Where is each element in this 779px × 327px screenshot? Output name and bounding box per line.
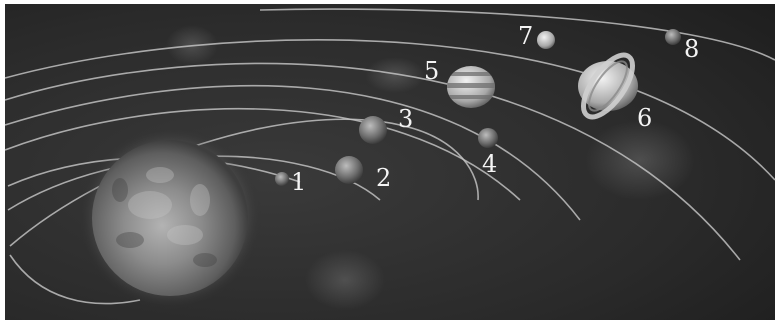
- planet-label-8: 8: [684, 35, 699, 63]
- planet-2-venus: [335, 156, 363, 184]
- planet-number-labels: 1 2 3 4 5 6 7 8: [291, 22, 699, 196]
- planet-label-1: 1: [291, 168, 306, 196]
- planet-label-4: 4: [482, 150, 497, 178]
- planet-7-uranus: [537, 31, 555, 49]
- planet-5-jupiter: [447, 66, 495, 108]
- planet-6-saturn: [578, 52, 638, 120]
- planet-label-5: 5: [424, 57, 439, 85]
- sun: [78, 126, 262, 310]
- planet-label-2: 2: [376, 164, 391, 192]
- planet-4-mars: [478, 128, 498, 148]
- planet-label-6: 6: [637, 104, 652, 132]
- planet-1-mercury: [275, 172, 289, 186]
- planet-label-3: 3: [398, 105, 413, 133]
- planet-3-earth: [359, 116, 387, 144]
- planet-label-7: 7: [518, 22, 533, 50]
- planet-8-neptune: [665, 29, 681, 45]
